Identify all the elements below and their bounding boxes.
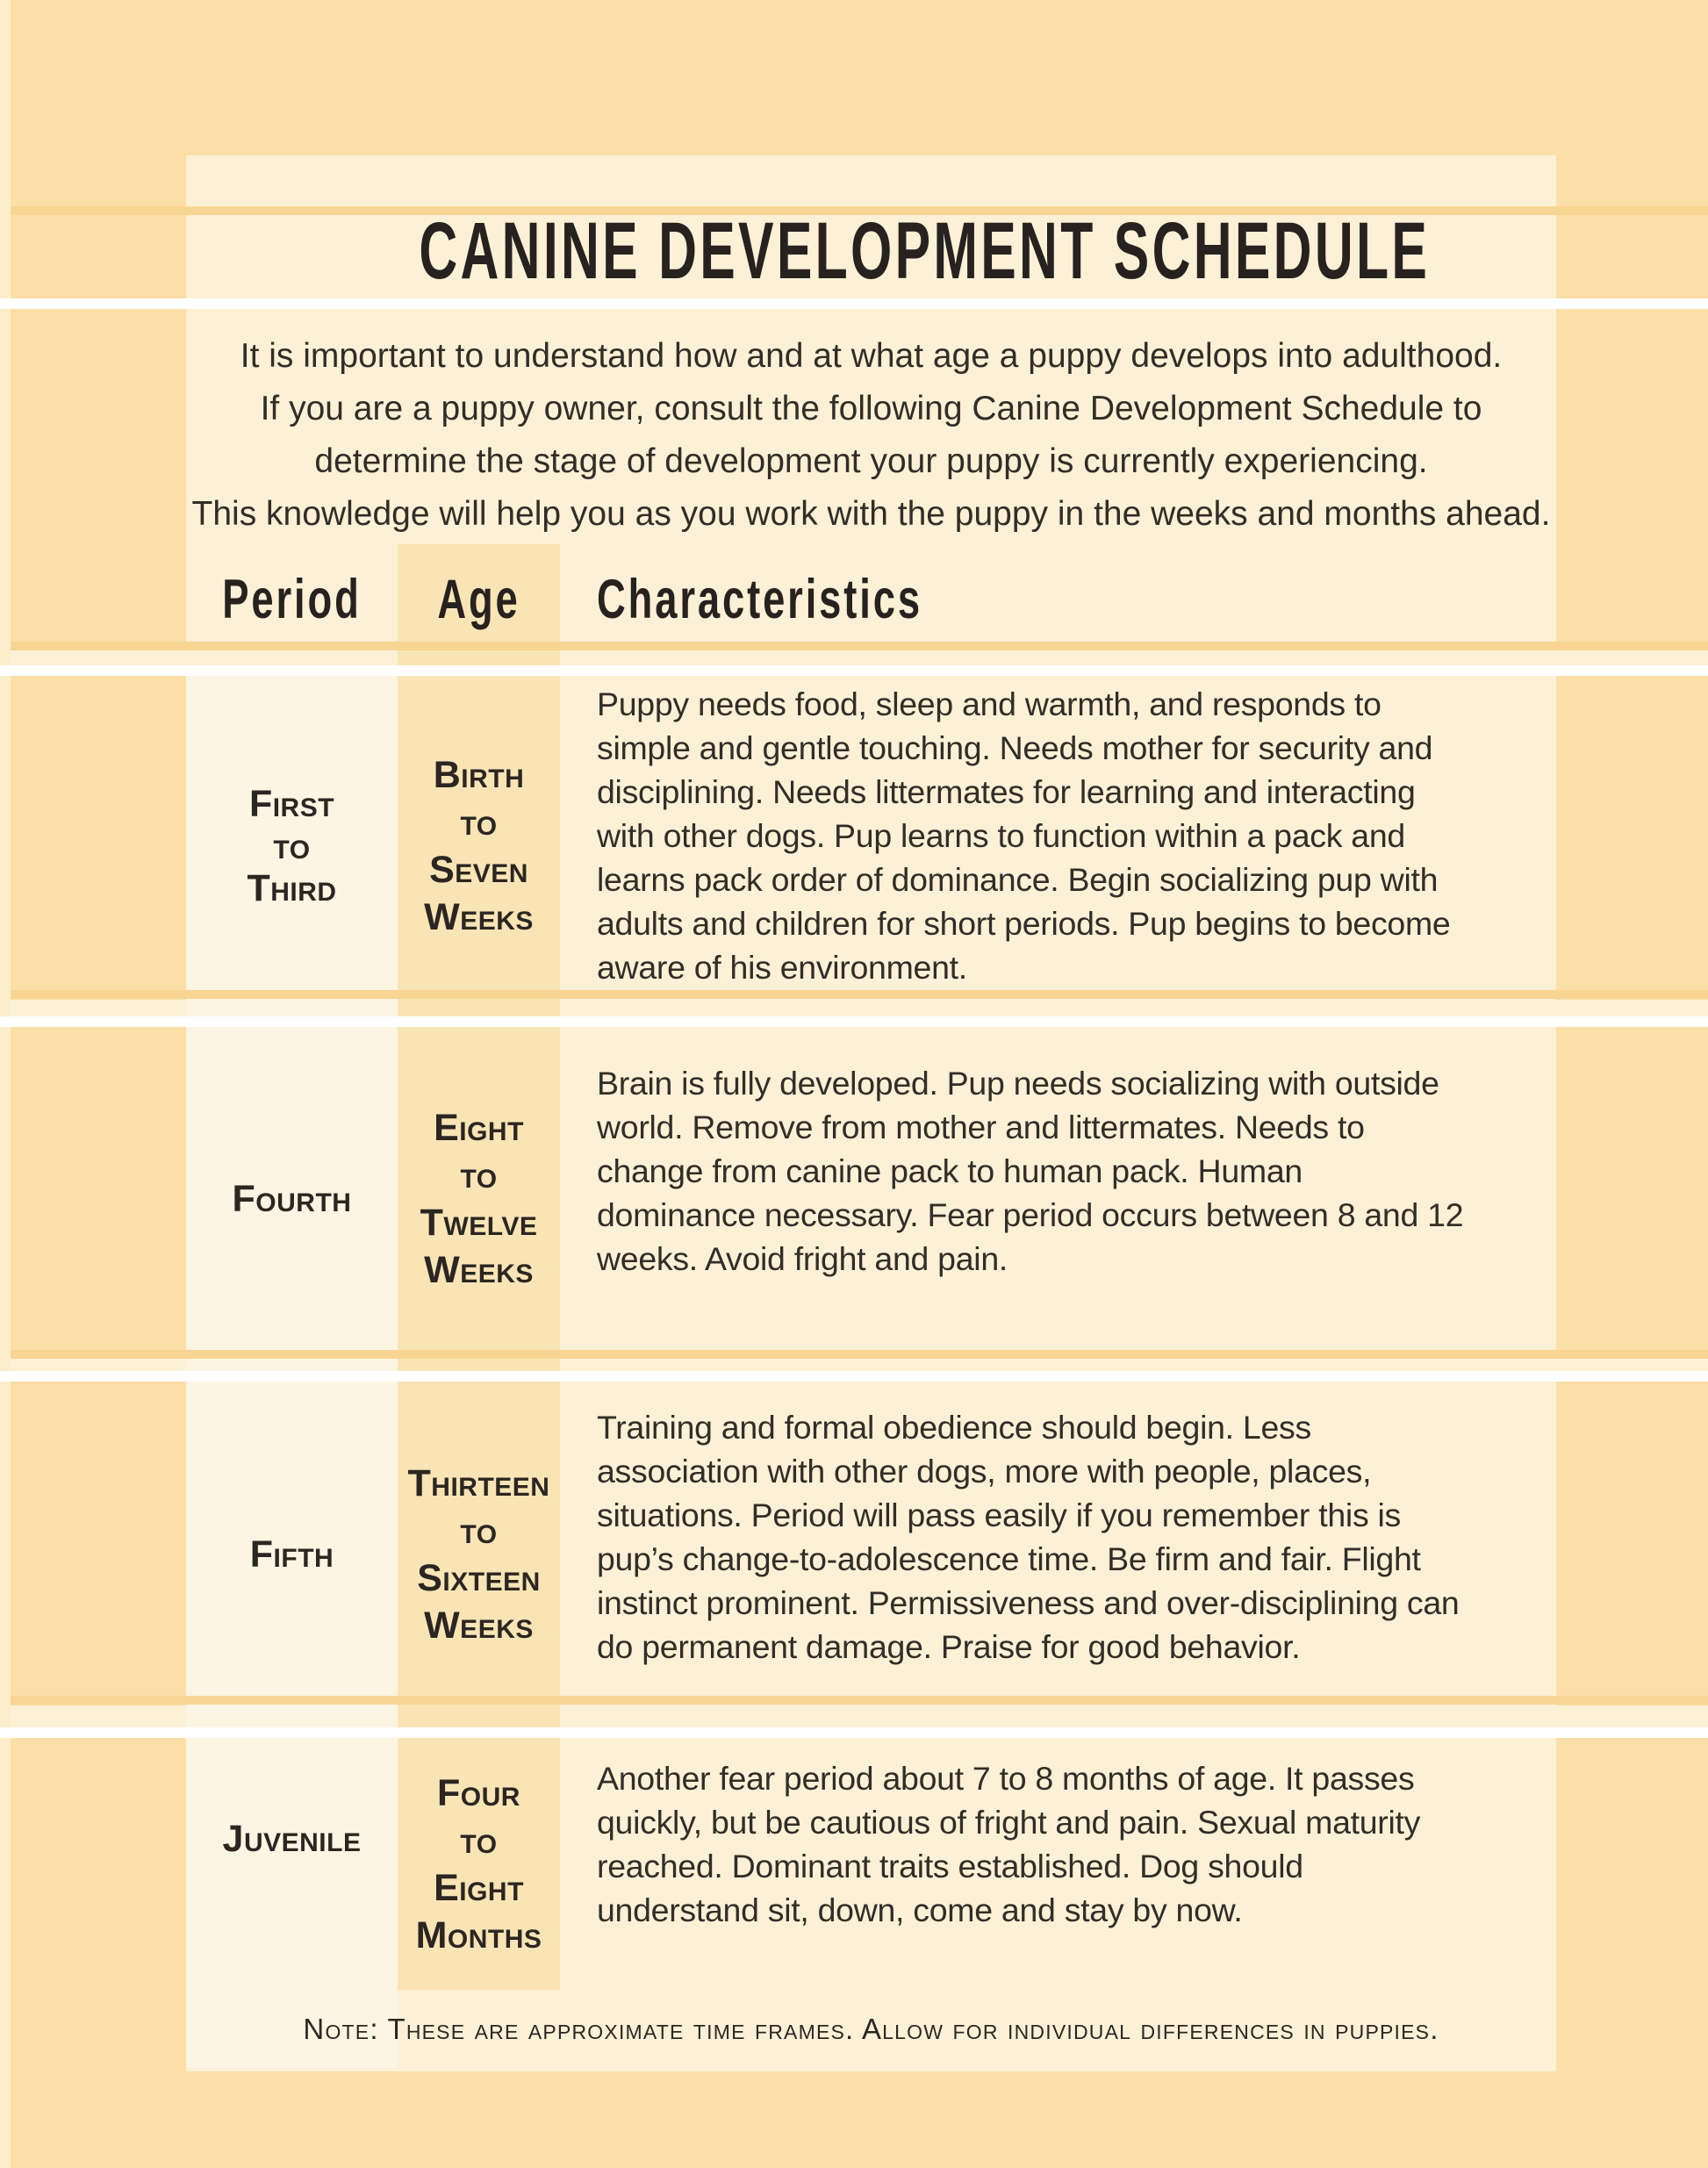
column-header-characteristics: Characteristics bbox=[597, 569, 922, 630]
table-row-3-age-cell: Thirteen to Sixteen Weeks bbox=[407, 1462, 550, 1647]
separator-stripe bbox=[0, 206, 1708, 215]
table-row-1-period-cell: First to Third bbox=[247, 783, 337, 909]
separator-white-band bbox=[0, 298, 1708, 309]
separator-stripe bbox=[0, 1350, 1708, 1359]
table-row-3-characteristics-cell: Training and formal obedience should beg… bbox=[597, 1409, 1460, 1665]
table-row-2-characteristics-cell: Brain is fully developed. Pup needs soci… bbox=[597, 1065, 1464, 1277]
age-column-strip bbox=[398, 676, 560, 1016]
separator-white-band bbox=[0, 1016, 1708, 1027]
age-column-strip bbox=[398, 1738, 560, 1990]
table-row-3-period-cell: Fifth bbox=[249, 1533, 334, 1576]
table-row-4-characteristics-cell: Another fear period about 7 to 8 months … bbox=[597, 1760, 1421, 1928]
footnote: Note: These are approximate time frames.… bbox=[303, 2013, 1439, 2045]
column-header-age: Age bbox=[437, 569, 520, 630]
table-row-2-age-cell: Eight to Twelve Weeks bbox=[420, 1107, 538, 1291]
age-column-strip bbox=[398, 1382, 560, 1727]
intro-paragraph: It is important to understand how and at… bbox=[191, 337, 1551, 533]
page-title: CANINE DEVELOPMENT SCHEDULE bbox=[419, 206, 1431, 296]
separator-white-band bbox=[0, 1371, 1708, 1382]
table-row-4-period-cell: Juvenile bbox=[222, 1818, 362, 1860]
table-row-1-age-cell: Birth to Seven Weeks bbox=[424, 754, 534, 938]
table-row-4-age-cell: Four to Eight Months bbox=[415, 1771, 542, 1956]
table-row-2-period-cell: Fourth bbox=[232, 1178, 352, 1220]
column-header-period: Period bbox=[222, 569, 362, 630]
age-column-strip bbox=[398, 1027, 560, 1371]
separator-stripe bbox=[0, 642, 1708, 650]
separator-white-band bbox=[0, 665, 1708, 676]
separator-white-band bbox=[0, 1727, 1708, 1738]
page-edge-highlight bbox=[0, 0, 11, 2168]
separator-stripe bbox=[0, 990, 1708, 999]
table-row-1-characteristics-cell: Puppy needs food, sleep and warmth, and … bbox=[597, 686, 1451, 986]
separator-stripe bbox=[0, 1696, 1708, 1705]
